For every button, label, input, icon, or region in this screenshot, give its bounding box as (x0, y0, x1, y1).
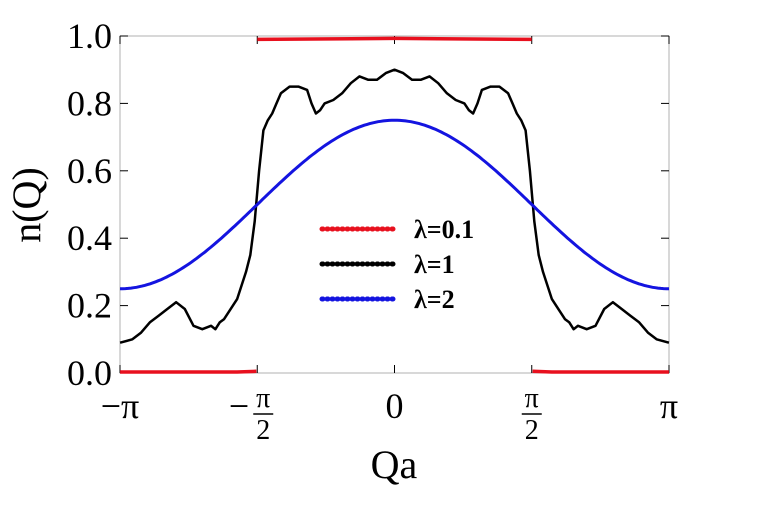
legend: λ=0.1 λ=1 λ=2 (319, 215, 474, 314)
x-tick-label-0: −π (101, 386, 139, 426)
y-axis-label: n(Q) (4, 167, 49, 243)
legend-item-2: λ=2 (319, 285, 455, 314)
legend-item-0: λ=0.1 (319, 215, 474, 244)
series-0-segment-1 (257, 36, 532, 42)
x-tick-labels: −π − π20 π2π (101, 383, 678, 446)
plot-frame (119, 35, 670, 374)
x-tick-label-1: − π2 (229, 383, 274, 446)
y-tick-label-4: 0.8 (67, 83, 112, 123)
series-layer (119, 36, 670, 374)
x-tick-label-numerator: π (256, 383, 270, 414)
x-tick-label-numerator: π (525, 383, 539, 414)
legend-label-2: λ=2 (414, 285, 455, 314)
y-tick-label-3: 0.6 (67, 151, 112, 191)
y-tick-label-0: 0.0 (67, 353, 112, 393)
legend-label-0: λ=0.1 (414, 215, 474, 244)
axis-ticks (119, 35, 670, 374)
y-tick-label-5: 1.0 (67, 16, 112, 56)
x-tick-label-sign: − (229, 386, 249, 426)
series-2-line (120, 118, 669, 291)
x-axis-label: Qa (371, 442, 418, 487)
series-2 (120, 118, 669, 291)
x-tick-label-2: 0 (386, 386, 404, 426)
x-tick-label-text: 0 (386, 386, 404, 426)
series-1-line (119, 68, 670, 344)
y-tick-labels: 0.0 0.2 0.4 0.6 0.8 1.0 (67, 16, 112, 393)
x-tick-label-4: π (660, 386, 678, 426)
y-tick-label-1: 0.2 (67, 286, 112, 326)
legend-item-1: λ=1 (319, 250, 455, 279)
series-0 (120, 36, 669, 374)
x-tick-label-denominator: 2 (525, 415, 539, 446)
x-tick-label-text: −π (101, 386, 139, 426)
y-tick-label-2: 0.4 (67, 218, 112, 258)
x-tick-label-text: π (660, 386, 678, 426)
series-0-segment-2 (532, 369, 669, 374)
series-0-segment-0 (120, 369, 257, 374)
x-tick-label-3: π2 (521, 383, 542, 446)
legend-label-1: λ=1 (414, 250, 455, 279)
series-1 (119, 68, 670, 344)
x-tick-label-denominator: 2 (256, 415, 270, 446)
